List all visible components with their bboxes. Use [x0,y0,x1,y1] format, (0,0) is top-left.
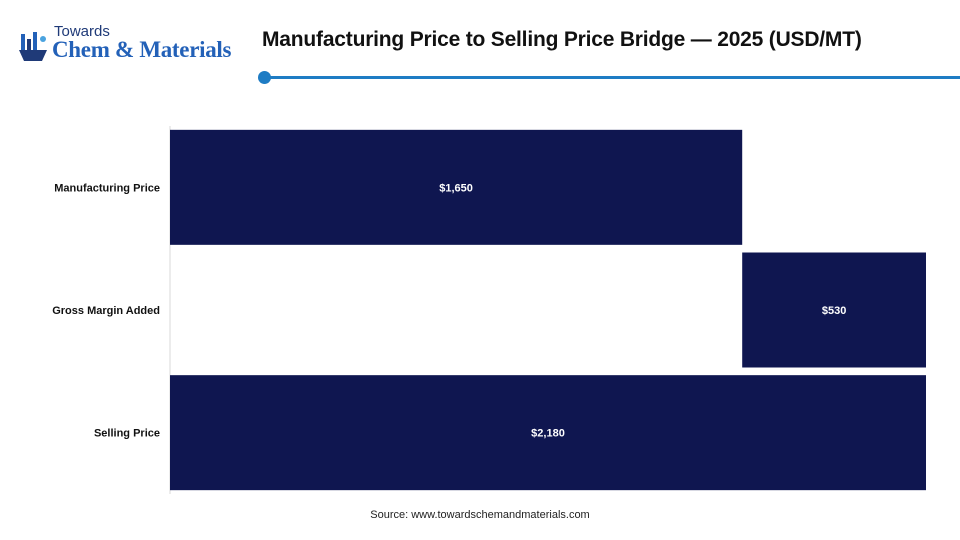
bar-selling-price [170,375,926,491]
data-label-gross-margin-added: $530 [822,305,846,317]
logo-top-text: Towards [54,23,110,40]
logo-main-text: Chem & Materials [52,37,232,62]
title-rule-dot [258,71,271,84]
flask-logo-icon [19,32,47,61]
category-label-manufacturing-price: Manufacturing Price [54,182,160,194]
bar-gross-margin-added [742,252,926,368]
category-label-gross-margin-added: Gross Margin Added [52,305,160,317]
bars-layer: $1,650 $530 $2,180 [170,129,926,491]
title-rule [270,76,960,79]
category-label-selling-price: Selling Price [94,428,160,440]
bar-manufacturing-price [170,129,743,245]
source-note: Source: www.towardschemandmaterials.com [370,509,590,521]
category-labels-layer: Manufacturing Price Gross Margin Added Sel… [52,182,160,439]
data-label-manufacturing-price: $1,650 [439,182,473,194]
data-label-selling-price: $2,180 [531,428,565,440]
brand-logo: Towards Chem & Materials [16,24,256,68]
chart-title: Manufacturing Price to Selling Price Bri… [262,28,862,51]
